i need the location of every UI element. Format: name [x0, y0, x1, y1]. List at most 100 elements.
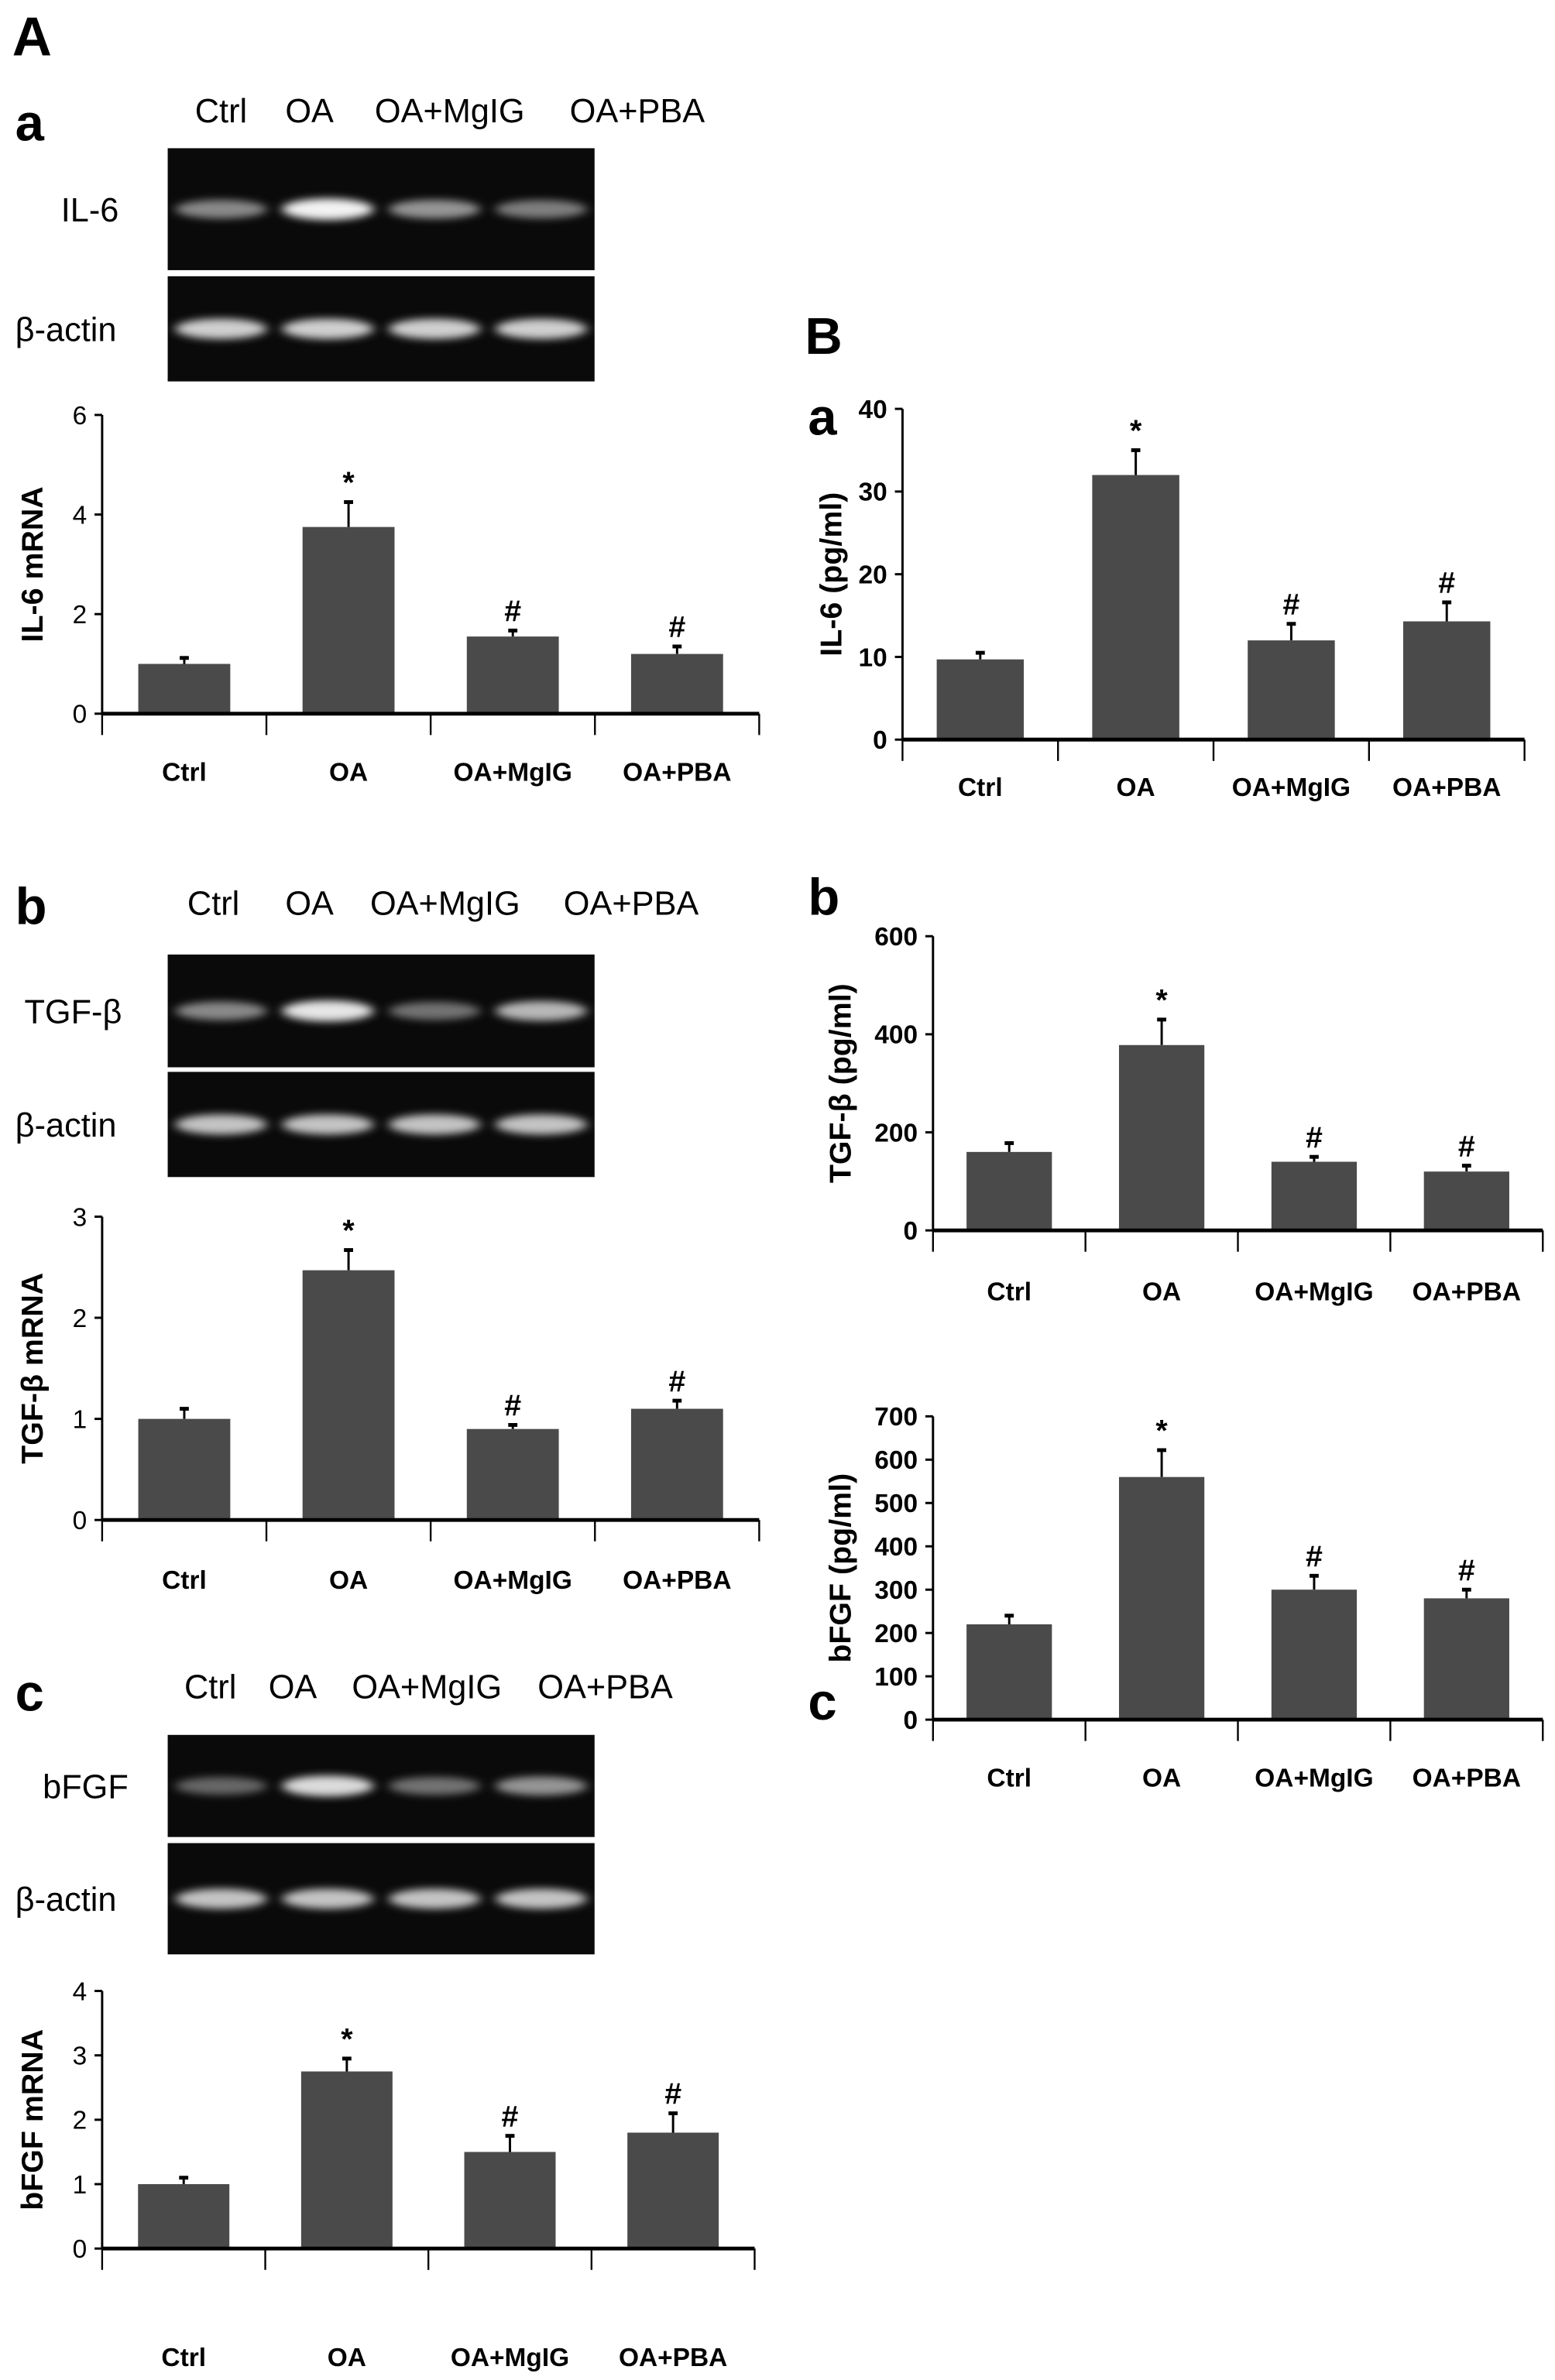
significance-hash: #: [668, 610, 685, 644]
gel-band: [175, 1001, 267, 1020]
gel-band: [389, 199, 481, 219]
y-tick-label: 400: [874, 1533, 918, 1562]
y-tick-label: 40: [859, 396, 887, 424]
y-tick-label: 0: [873, 726, 887, 755]
x-tick-label: Ctrl: [958, 773, 1003, 802]
subpanel-label: b: [808, 869, 839, 927]
gel-il6: a Ctrl OA OA+MgIG OA+PBA IL-6 β-actin: [15, 93, 705, 382]
chart-A-b: Ctrl * OA # OA+MgIG # OA+PBA 0 1 2 3 TGF-β mRNA: [15, 1203, 760, 1595]
x-tick-label: OA: [328, 2344, 366, 2372]
y-tick-label: 1: [73, 2171, 88, 2200]
significance-hash: #: [1438, 566, 1455, 600]
gel-band: [175, 318, 267, 339]
subpanel-label: a: [808, 389, 837, 447]
gel-band: [389, 318, 481, 339]
bar-oamgig: [1271, 1590, 1358, 1720]
y-tick-label: 1: [73, 1405, 88, 1434]
gel-band: [282, 1775, 374, 1797]
bar-oa: [1118, 1476, 1205, 1720]
bar-oamgig: [466, 1428, 559, 1521]
y-tick-label: 600: [874, 1446, 918, 1475]
chart-B-a: a Ctrl * OA # OA+MgIG # OA+PBA 0 10 20 30 40 IL-6 (pg…: [808, 389, 1526, 802]
significance-hash: #: [668, 1364, 685, 1398]
gel-band: [389, 1888, 481, 1909]
bar-ctrl: [966, 1624, 1052, 1720]
y-axis-label: bFGF (pg/ml): [823, 1473, 857, 1663]
chart-B-b: b Ctrl * OA # OA+MgIG # OA+PBA 0 200 400 600 TGF-β (…: [808, 869, 1544, 1307]
lane-label: OA+MgIG: [370, 886, 520, 923]
y-tick-label: 0: [73, 701, 88, 729]
gel-band: [389, 1777, 481, 1795]
gel-row-label: β-actin: [15, 311, 117, 348]
significance-asterisk: *: [342, 466, 355, 500]
gel-band: [389, 1002, 481, 1020]
y-tick-label: 700: [874, 1403, 918, 1432]
bar-oapba: [1403, 621, 1491, 740]
bar-oa: [1118, 1044, 1205, 1231]
x-tick-label: OA+PBA: [623, 1566, 731, 1595]
y-axis-label: IL-6 (pg/ml): [815, 492, 849, 657]
bar-ctrl: [138, 2184, 230, 2249]
x-tick-label: Ctrl: [162, 1566, 207, 1595]
y-tick-label: 0: [904, 1217, 918, 1246]
bar-ctrl: [966, 1151, 1052, 1231]
significance-asterisk: *: [1155, 1414, 1168, 1448]
panel-label-B: B: [805, 307, 842, 365]
lane-label: OA+PBA: [570, 93, 705, 130]
y-tick-label: 2: [73, 2107, 88, 2135]
gel-band: [175, 1888, 267, 1909]
significance-hash: #: [502, 2100, 519, 2134]
significance-hash: #: [1282, 588, 1299, 622]
x-tick-label: OA+MgIG: [1255, 1278, 1373, 1307]
bar-oamgig: [466, 636, 559, 714]
y-tick-label: 10: [859, 643, 887, 672]
y-axis-label: TGF-β (pg/ml): [823, 983, 857, 1183]
x-tick-label: Ctrl: [987, 1764, 1032, 1793]
y-tick-label: 300: [874, 1576, 918, 1605]
x-tick-label: OA+MgIG: [451, 2344, 569, 2372]
significance-hash: #: [1306, 1120, 1323, 1154]
lane-label: OA: [285, 93, 334, 130]
gel-row-label: TGF-β: [24, 993, 122, 1031]
bar-oapba: [630, 653, 723, 714]
bar-oapba: [1423, 1171, 1509, 1231]
bar-ctrl: [138, 664, 231, 714]
bar-oa: [302, 526, 395, 714]
lane-label: Ctrl: [184, 1669, 236, 1706]
x-tick-label: OA: [329, 1566, 368, 1595]
bar-ctrl: [936, 659, 1025, 740]
x-tick-label: OA+PBA: [1413, 1764, 1521, 1793]
chart-A-a: Ctrl * OA # OA+MgIG # OA+PBA 0 2 4 6 IL-6 mRNA: [15, 402, 760, 787]
lane-label: OA: [269, 1669, 318, 1706]
y-tick-label: 400: [874, 1021, 918, 1050]
y-axis-label: TGF-β mRNA: [15, 1273, 50, 1464]
gel-band: [175, 200, 267, 219]
subpanel-label: b: [15, 877, 47, 935]
y-tick-label: 0: [904, 1706, 918, 1735]
x-tick-label: OA+MgIG: [454, 1566, 572, 1595]
significance-asterisk: *: [1130, 414, 1142, 448]
bar-oa: [300, 2071, 393, 2249]
y-tick-label: 3: [73, 1203, 88, 1232]
gel-band: [282, 1000, 374, 1022]
significance-hash: #: [1458, 1553, 1475, 1587]
lane-label: OA+PBA: [537, 1669, 673, 1706]
y-tick-label: 3: [73, 2042, 88, 2071]
gel-row-label: β-actin: [15, 1881, 117, 1919]
x-tick-label: OA+PBA: [623, 758, 731, 787]
bar-oamgig: [1271, 1161, 1358, 1231]
y-tick-label: 600: [874, 923, 918, 952]
gel-band: [175, 1777, 267, 1795]
y-tick-label: 100: [874, 1663, 918, 1692]
lane-label: OA+MgIG: [352, 1669, 502, 1706]
y-tick-label: 4: [73, 1977, 88, 2006]
gel-row-label: β-actin: [15, 1107, 117, 1144]
significance-asterisk: *: [1155, 983, 1168, 1017]
gel-band: [495, 1114, 587, 1135]
gel-band: [389, 1114, 481, 1135]
bar-oamgig: [464, 2152, 556, 2249]
bar-oapba: [627, 2132, 719, 2249]
gel-row-label: IL-6: [61, 192, 119, 229]
subpanel-label: c: [808, 1673, 836, 1731]
